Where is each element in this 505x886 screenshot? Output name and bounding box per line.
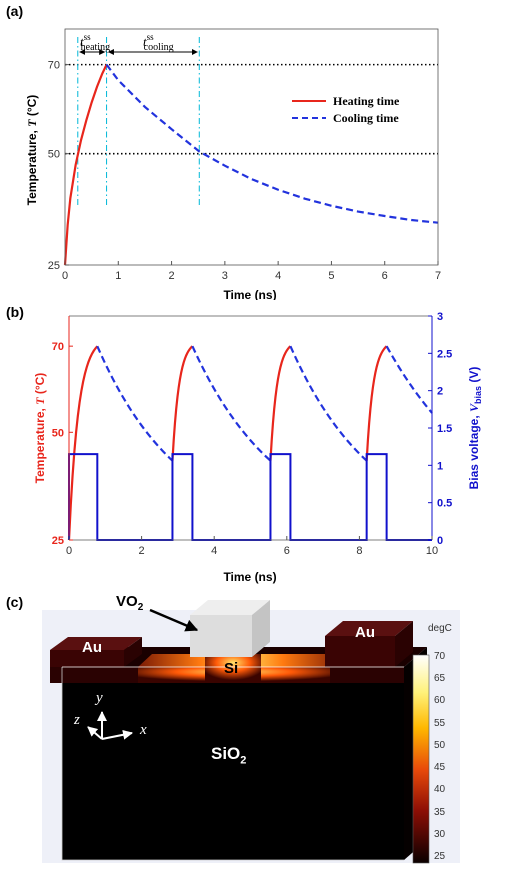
axis-x-arrow [101, 729, 133, 740]
a-ytick-2: 70 [48, 60, 60, 72]
a-legend-cooling: Cooling time [333, 111, 399, 125]
b-cooling-1 [191, 345, 272, 462]
heated-strip [138, 654, 345, 667]
a-ytick-1: 50 [48, 149, 60, 161]
colorbar-tick-6: 40 [434, 784, 446, 796]
b-heating-2 [269, 345, 292, 461]
a-xtick-4: 4 [275, 270, 281, 282]
panel-label-c: (c) [6, 594, 24, 610]
a-legend-heating: Heating time [333, 94, 400, 108]
colorbar-tick-7: 35 [434, 806, 446, 818]
au-right-label: Au [355, 624, 375, 641]
vo2-arrow [149, 608, 199, 632]
a-ytick-0: 25 [48, 260, 60, 272]
b-ylabel: Temperature, T (°C) [33, 373, 47, 484]
au-left-side [124, 637, 142, 667]
b-xtick-4: 8 [356, 545, 362, 557]
chart-a: 0 1 2 3 4 5 6 7 25 50 70 Time (ns) Temperature, T … [25, 28, 441, 300]
colorbar-tick-1: 65 [434, 673, 446, 685]
b-y2tick-4: 2 [437, 386, 443, 398]
colorbar-tick-5: 45 [434, 762, 446, 774]
axis-y-label: y [96, 690, 103, 706]
colorbar [412, 654, 430, 864]
a-xtick-6: 6 [382, 270, 388, 282]
a-ylabel: Temperature, T (°C) [25, 95, 39, 206]
b-xlabel: Time (ns) [223, 570, 276, 584]
b-cooling-3 [385, 345, 433, 414]
b-xtick-3: 6 [284, 545, 290, 557]
colorbar-tick-3: 55 [434, 717, 446, 729]
colorbar-tick-9: 25 [434, 851, 446, 862]
a-xtick-5: 5 [328, 270, 334, 282]
b-y2tick-3: 1.5 [437, 423, 452, 435]
b-y2tick-1: 0.5 [437, 498, 452, 510]
b-heating-0 [67, 345, 99, 541]
axis-x-label: x [140, 722, 147, 738]
vo2-top [190, 600, 270, 615]
a-xtick-7: 7 [435, 270, 441, 282]
a-anno-cooling: tss cooling [143, 32, 174, 53]
vo2-front [190, 615, 252, 657]
b-cooling-0 [96, 345, 174, 462]
au-left-label: Au [82, 639, 102, 656]
a-anno-heating: tss heating [80, 32, 110, 53]
b-heating-3 [365, 345, 388, 461]
b-xtick-2: 4 [211, 545, 217, 557]
a-xlabel: Time (ns) [223, 288, 276, 300]
colorbar-tick-2: 60 [434, 695, 446, 707]
b-xtick-0: 0 [66, 545, 72, 557]
substrate-side [404, 647, 427, 860]
a-legend: Heating time Cooling time [292, 94, 400, 125]
si-label: Si [224, 660, 239, 677]
b-y2tick-6: 3 [437, 311, 443, 323]
b-xtick-5: 10 [426, 545, 438, 557]
b-xtick-1: 2 [139, 545, 145, 557]
a-frame [64, 28, 439, 266]
colorbar-tick-8: 30 [434, 828, 446, 840]
a-series-0 [63, 64, 108, 266]
a-xtick-3: 3 [222, 270, 228, 282]
au-right-side [395, 621, 413, 667]
panel-label-a: (a) [6, 3, 24, 19]
a-series-1 [105, 63, 439, 224]
axis-z-arrow [87, 726, 103, 740]
b-heating-1 [171, 345, 194, 461]
b-y2tick-0: 0 [437, 535, 443, 547]
b-y2tick-5: 2.5 [437, 348, 452, 360]
b-cooling-2 [289, 345, 368, 462]
colorbar-tick-0: 70 [434, 651, 446, 662]
colorbar-tick-4: 50 [434, 739, 446, 751]
vo2-label: VO2 [116, 593, 144, 613]
b-ytick-2: 70 [52, 341, 64, 353]
a-xtick-1: 1 [115, 270, 121, 282]
b-ytick-1: 50 [52, 427, 64, 439]
substrate-top [62, 647, 427, 667]
a-xtick-2: 2 [169, 270, 175, 282]
b-y2label: Bias voltage, Vbias (V) [467, 367, 483, 490]
sim-background [42, 610, 460, 863]
axis-z-label: z [74, 712, 80, 728]
sio2-label: SiO2 [211, 744, 247, 767]
panel-label-b: (b) [6, 304, 24, 320]
b-bias-trace [68, 453, 432, 541]
chart-b: 0 2 4 6 8 10 25 50 70 0 0.5 1 1.5 2 2.5 3 Time (ns) Tem… [33, 311, 483, 584]
b-ytick-0: 25 [52, 535, 64, 547]
vo2-side [252, 600, 270, 657]
colorbar-unit: degC [428, 623, 452, 634]
a-xtick-0: 0 [62, 270, 68, 282]
b-y2tick-2: 1 [437, 460, 443, 472]
